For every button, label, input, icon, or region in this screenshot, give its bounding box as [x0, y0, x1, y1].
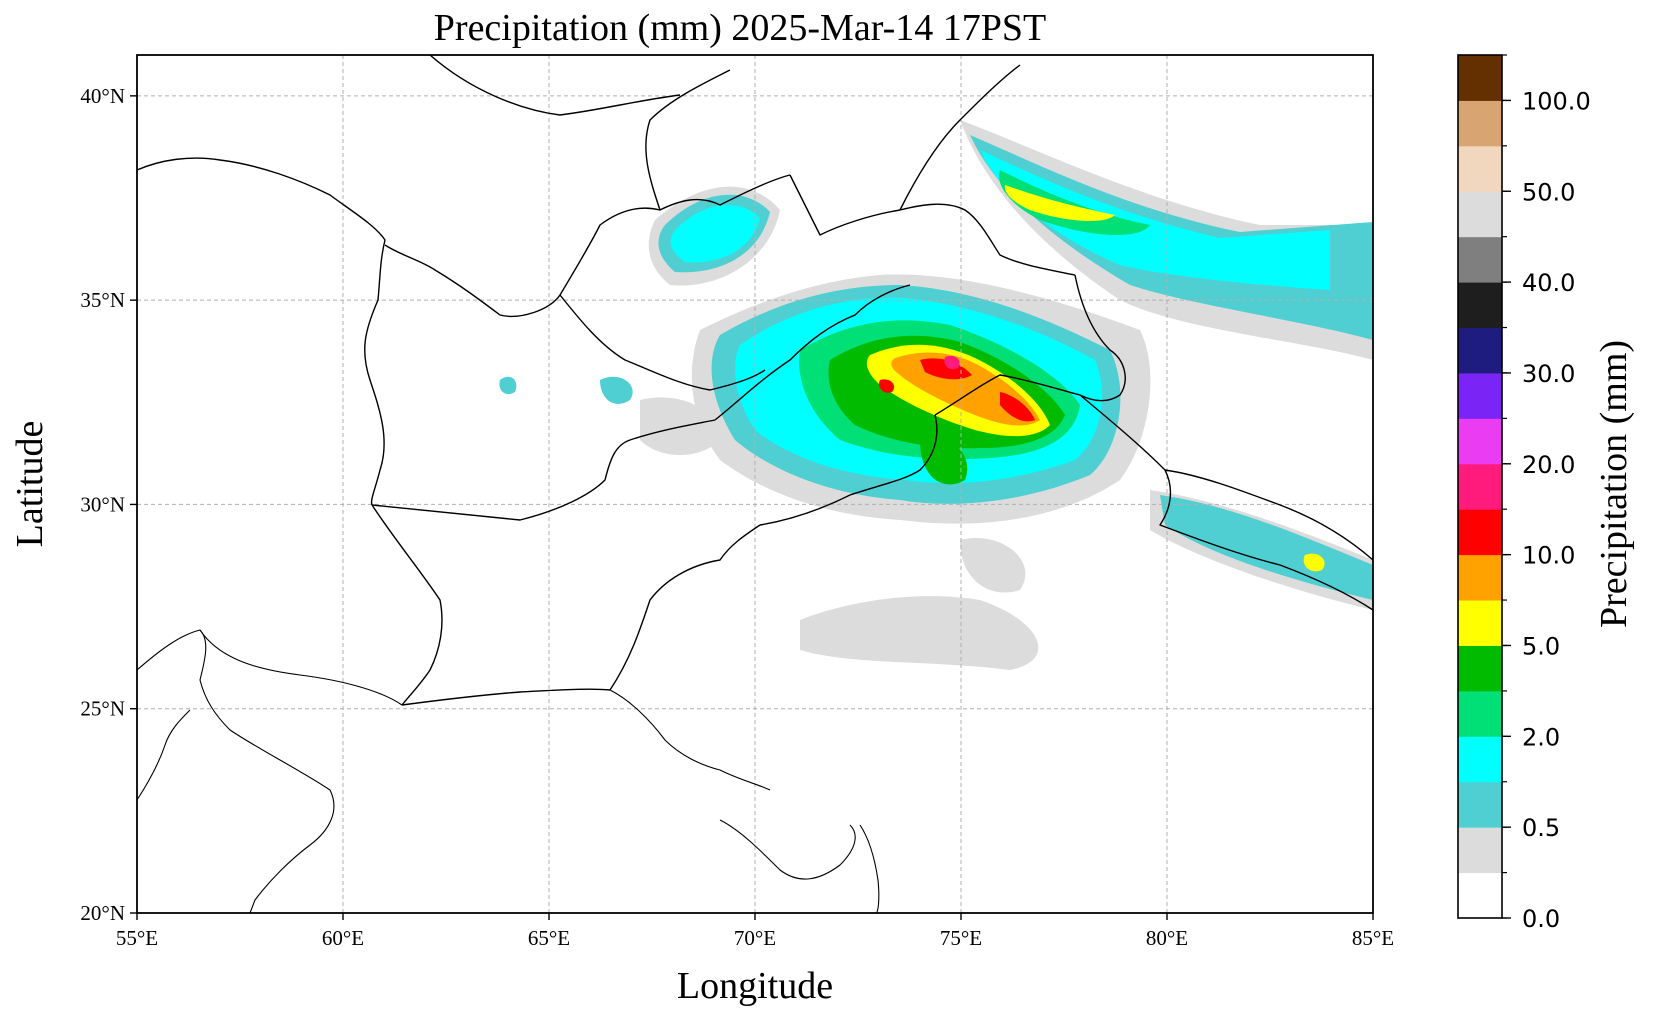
lat-tick-label: 20°N — [80, 901, 125, 925]
colorbar-tick-label: 40.0 — [1522, 269, 1575, 297]
colorbar-tick-label: 5.0 — [1522, 632, 1560, 660]
colorbar-segment — [1458, 463, 1502, 510]
colorbar-segment — [1458, 781, 1502, 828]
colorbar-tick-label: 30.0 — [1522, 360, 1575, 388]
colorbar-label: Precipitation (mm) — [1593, 340, 1635, 628]
lon-tick-label: 60°E — [322, 926, 364, 950]
country-borders — [137, 55, 1373, 706]
colorbar-segment — [1458, 872, 1502, 919]
lat-tick-label: 35°N — [80, 288, 125, 312]
colorbar-segment — [1458, 600, 1502, 646]
lon-tick-label: 55°E — [116, 926, 158, 950]
y-axis-label: Latitude — [9, 421, 51, 548]
lon-tick-label: 70°E — [734, 926, 776, 950]
colorbar-tick-label: 0.0 — [1522, 905, 1560, 933]
colorbar-segment — [1458, 55, 1502, 101]
coastlines — [137, 629, 880, 913]
colorbar-segment — [1458, 736, 1502, 783]
colorbar-tick-label: 50.0 — [1522, 178, 1575, 206]
lon-tick-label: 75°E — [940, 926, 982, 950]
map-area: 55°E 60°E 65°E 70°E 75°E 80°E 85°E 20°N 25°N 30°… — [80, 54, 1394, 950]
latitude-ticks: 20°N 25°N 30°N 35°N 40°N — [80, 84, 137, 925]
colorbar-tick-label: 0.5 — [1522, 814, 1560, 842]
colorbar-segment — [1458, 418, 1502, 465]
longitude-ticks: 55°E 60°E 65°E 70°E 75°E 80°E 85°E — [116, 913, 1394, 950]
colorbar-segment — [1458, 282, 1502, 329]
colorbar-segment — [1458, 509, 1502, 556]
colorbar: 0.0 0.5 2.0 5.0 10.0 20.0 30.0 40.0 50.0 100.0 — [1457, 54, 1591, 933]
lon-tick-label: 80°E — [1146, 926, 1188, 950]
lon-tick-label: 85°E — [1352, 926, 1394, 950]
lat-tick-label: 25°N — [80, 697, 125, 721]
colorbar-segment — [1458, 145, 1502, 192]
colorbar-segment — [1458, 236, 1502, 283]
colorbar-segment — [1458, 690, 1502, 737]
map-title: Precipitation (mm) 2025-Mar-14 17PST — [434, 7, 1046, 49]
precip-layer-peak — [944, 355, 960, 370]
colorbar-segment — [1458, 554, 1502, 601]
colorbar-segment — [1458, 827, 1502, 874]
lat-tick-label: 40°N — [80, 84, 125, 108]
map-gridlines — [137, 55, 1373, 913]
colorbar-segment — [1458, 645, 1502, 692]
colorbar-segment — [1458, 327, 1502, 374]
colorbar-segment — [1458, 100, 1502, 147]
x-axis-label: Longitude — [677, 965, 833, 1007]
colorbar-frame — [1457, 54, 1503, 919]
colorbar-segment — [1458, 372, 1502, 419]
precip-layer-extreme — [878, 358, 1035, 422]
colorbar-tick-label: 10.0 — [1522, 542, 1575, 570]
colorbar-tick-label: 100.0 — [1522, 87, 1591, 115]
colorbar-tick-label: 2.0 — [1522, 723, 1560, 751]
colorbar-tick-label: 20.0 — [1522, 451, 1575, 479]
lon-tick-label: 65°E — [528, 926, 570, 950]
lat-tick-label: 30°N — [80, 492, 125, 516]
colorbar-segment — [1458, 191, 1502, 238]
